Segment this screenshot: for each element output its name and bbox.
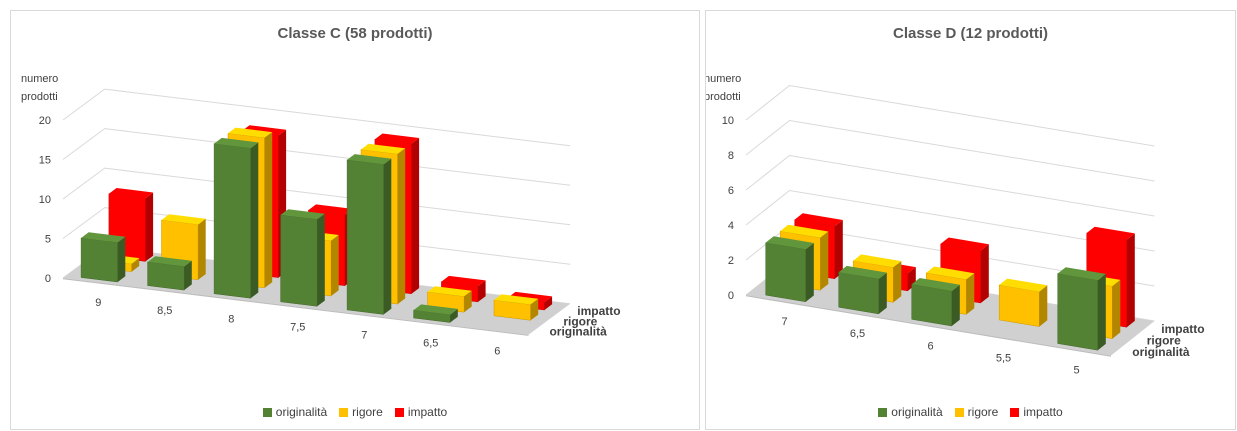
legend-label: rigore bbox=[352, 405, 383, 419]
legend-swatch bbox=[262, 407, 272, 417]
gridline bbox=[62, 88, 571, 147]
gridline bbox=[745, 154, 1155, 217]
x-tick-label: 6,5 bbox=[423, 338, 438, 350]
y-tick-label: 0 bbox=[728, 290, 734, 302]
x-tick-label: 6 bbox=[494, 346, 500, 358]
y-tick-label: 6 bbox=[728, 185, 734, 197]
gridline bbox=[745, 84, 1155, 147]
gridline bbox=[62, 128, 571, 186]
x-tick-label: 7 bbox=[361, 329, 367, 341]
y-tick-label: 8 bbox=[728, 150, 734, 162]
x-tick-label: 5 bbox=[1073, 364, 1079, 376]
gridline bbox=[745, 119, 1155, 182]
legend-swatch bbox=[339, 407, 349, 417]
y-axis-title: numero bbox=[21, 73, 58, 85]
chart-legend: originalità rigore impatto bbox=[11, 405, 699, 419]
y-tick-label: 2 bbox=[728, 255, 734, 267]
bar-rigore-6 bbox=[493, 294, 539, 321]
x-tick-label: 7 bbox=[781, 316, 787, 328]
chart-plot-classe-d: 0 2 4 6 8 10 numero prodotti 7 6,5 6 5,5 5 originalit… bbox=[706, 73, 1205, 376]
chart-panel-classe-c: Classe C (58 prodotti) 0 5 10 15 20 numero pro… bbox=[10, 10, 700, 430]
legend-label: originalità bbox=[891, 405, 943, 419]
x-tick-label: 8,5 bbox=[157, 305, 172, 317]
y-axis-title: prodotti bbox=[21, 91, 58, 103]
gridline bbox=[745, 189, 1155, 252]
legend-swatch bbox=[954, 407, 964, 417]
x-tick-label: 6,5 bbox=[850, 328, 865, 340]
bar-originalità-6,5 bbox=[838, 265, 887, 315]
y-axis-title: numero bbox=[706, 73, 741, 85]
depth-axis-label: impatto bbox=[577, 304, 620, 318]
chart-title: Classe C (58 prodotti) bbox=[277, 25, 433, 42]
bar-originalità-8,5 bbox=[147, 256, 192, 291]
legend-item-rigore: rigore bbox=[339, 405, 383, 419]
y-tick-label: 10 bbox=[722, 115, 734, 127]
bar-originalità-5 bbox=[1057, 267, 1106, 351]
bar-originalità-6 bbox=[911, 278, 960, 327]
chart-floor-edge bbox=[746, 295, 1111, 357]
depth-axis-label: originalità bbox=[549, 325, 607, 339]
x-tick-label: 9 bbox=[95, 297, 101, 309]
x-tick-label: 7,5 bbox=[290, 321, 305, 333]
legend-label: impatto bbox=[407, 405, 448, 419]
legend-item-originalita: originalità bbox=[878, 405, 943, 419]
depth-axis-label: originalità bbox=[1132, 345, 1190, 359]
legend-swatch bbox=[1010, 407, 1020, 417]
legend-swatch bbox=[878, 407, 888, 417]
bar-originalità-8 bbox=[213, 137, 259, 299]
depth-axis-label: rigore bbox=[1147, 333, 1181, 347]
bar-originalità-7 bbox=[346, 154, 392, 315]
x-tick-label: 5,5 bbox=[996, 352, 1011, 364]
legend-swatch bbox=[394, 407, 404, 417]
bar-originalità-6,5 bbox=[413, 304, 458, 323]
depth-axis-label: impatto bbox=[1161, 322, 1204, 336]
legend-label: rigore bbox=[967, 405, 999, 419]
bar-originalità-7 bbox=[765, 236, 814, 303]
y-tick-label: 20 bbox=[39, 115, 51, 127]
y-tick-label: 10 bbox=[39, 194, 51, 206]
bar-originalità-7,5 bbox=[280, 209, 325, 307]
legend-item-rigore: rigore bbox=[954, 405, 999, 419]
chart-plot-classe-c: 0 5 10 15 20 numero prodotti 9 8,5 8 7,5 7 6,5 6 origi… bbox=[21, 73, 621, 358]
y-axis-title: prodotti bbox=[706, 91, 741, 103]
legend-item-originalita: originalità bbox=[262, 405, 328, 419]
legend-item-impatto: impatto bbox=[394, 405, 448, 419]
legend-item-impatto: impatto bbox=[1010, 405, 1063, 419]
x-tick-label: 8 bbox=[228, 313, 234, 325]
y-tick-label: 4 bbox=[728, 220, 734, 232]
legend-label: originalità bbox=[275, 405, 328, 419]
y-tick-label: 5 bbox=[45, 234, 51, 246]
legend-label: impatto bbox=[1023, 405, 1063, 419]
bar-rigore-5,5 bbox=[998, 278, 1048, 327]
y-tick-label: 0 bbox=[45, 273, 51, 285]
chart-floor-edge bbox=[63, 278, 529, 336]
chart-panel-classe-d: Classe D (12 prodotti) 0 2 4 6 8 10 numero prod… bbox=[705, 10, 1236, 430]
chart-legend: originalità rigore impatto bbox=[706, 405, 1235, 419]
depth-axis-label: rigore bbox=[563, 314, 597, 328]
y-tick-label: 15 bbox=[39, 155, 51, 167]
bar-originalità-9 bbox=[80, 232, 126, 283]
x-tick-label: 6 bbox=[927, 340, 933, 352]
chart-title: Classe D (12 prodotti) bbox=[892, 25, 1049, 42]
